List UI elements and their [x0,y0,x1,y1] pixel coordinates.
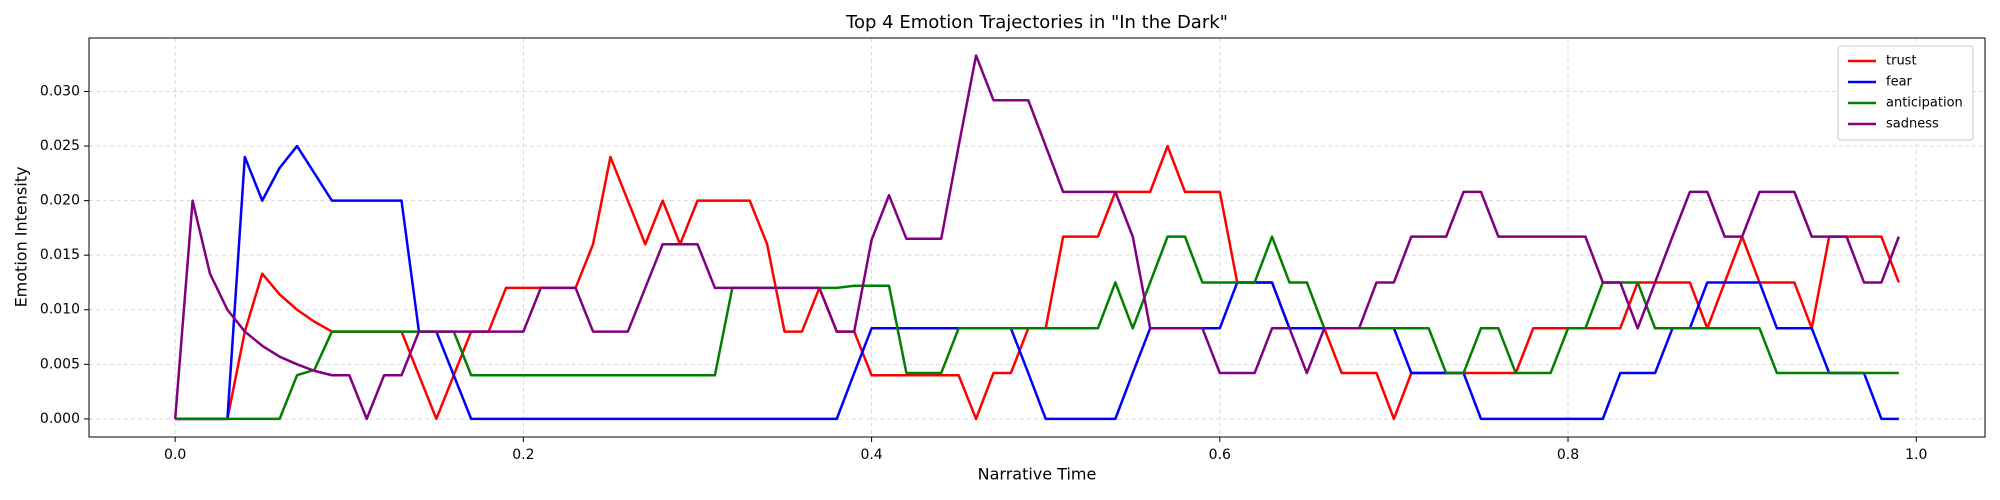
x-tick-label: 0.0 [164,447,186,463]
legend-label: anticipation [1886,96,1963,111]
x-tick-label: 0.4 [860,447,882,463]
y-axis-label: Emotion Intensity [12,167,31,308]
legend-label: fear [1886,75,1913,90]
y-tick-label: 0.025 [40,138,80,154]
x-tick-label: 0.6 [1209,447,1231,463]
y-tick-label: 0.030 [40,83,80,99]
y-tick-label: 0.005 [40,356,80,372]
legend-label: sadness [1886,117,1939,132]
legend-box [1837,45,1974,141]
series-line [175,144,1900,421]
x-axis-label: Narrative Time [978,465,1097,484]
x-tick-label: 1.0 [1905,447,1927,463]
y-tick-label: 0.020 [40,193,80,209]
legend-label: trust [1886,54,1917,69]
x-tick-label: 0.2 [512,447,534,463]
y-tick-label: 0.015 [40,247,80,263]
y-tick-label: 0.000 [40,411,80,427]
series-line [175,235,1899,421]
x-tick-label: 0.8 [1557,447,1579,463]
series-line [175,144,1899,421]
series-line [173,54,1900,421]
legend: trust fear anticipation sadness [1837,45,1974,141]
y-tick-label: 0.010 [40,302,80,318]
chart-title: Top 4 Emotion Trajectories in "In the Da… [845,12,1228,33]
plot-frame [88,37,1986,438]
